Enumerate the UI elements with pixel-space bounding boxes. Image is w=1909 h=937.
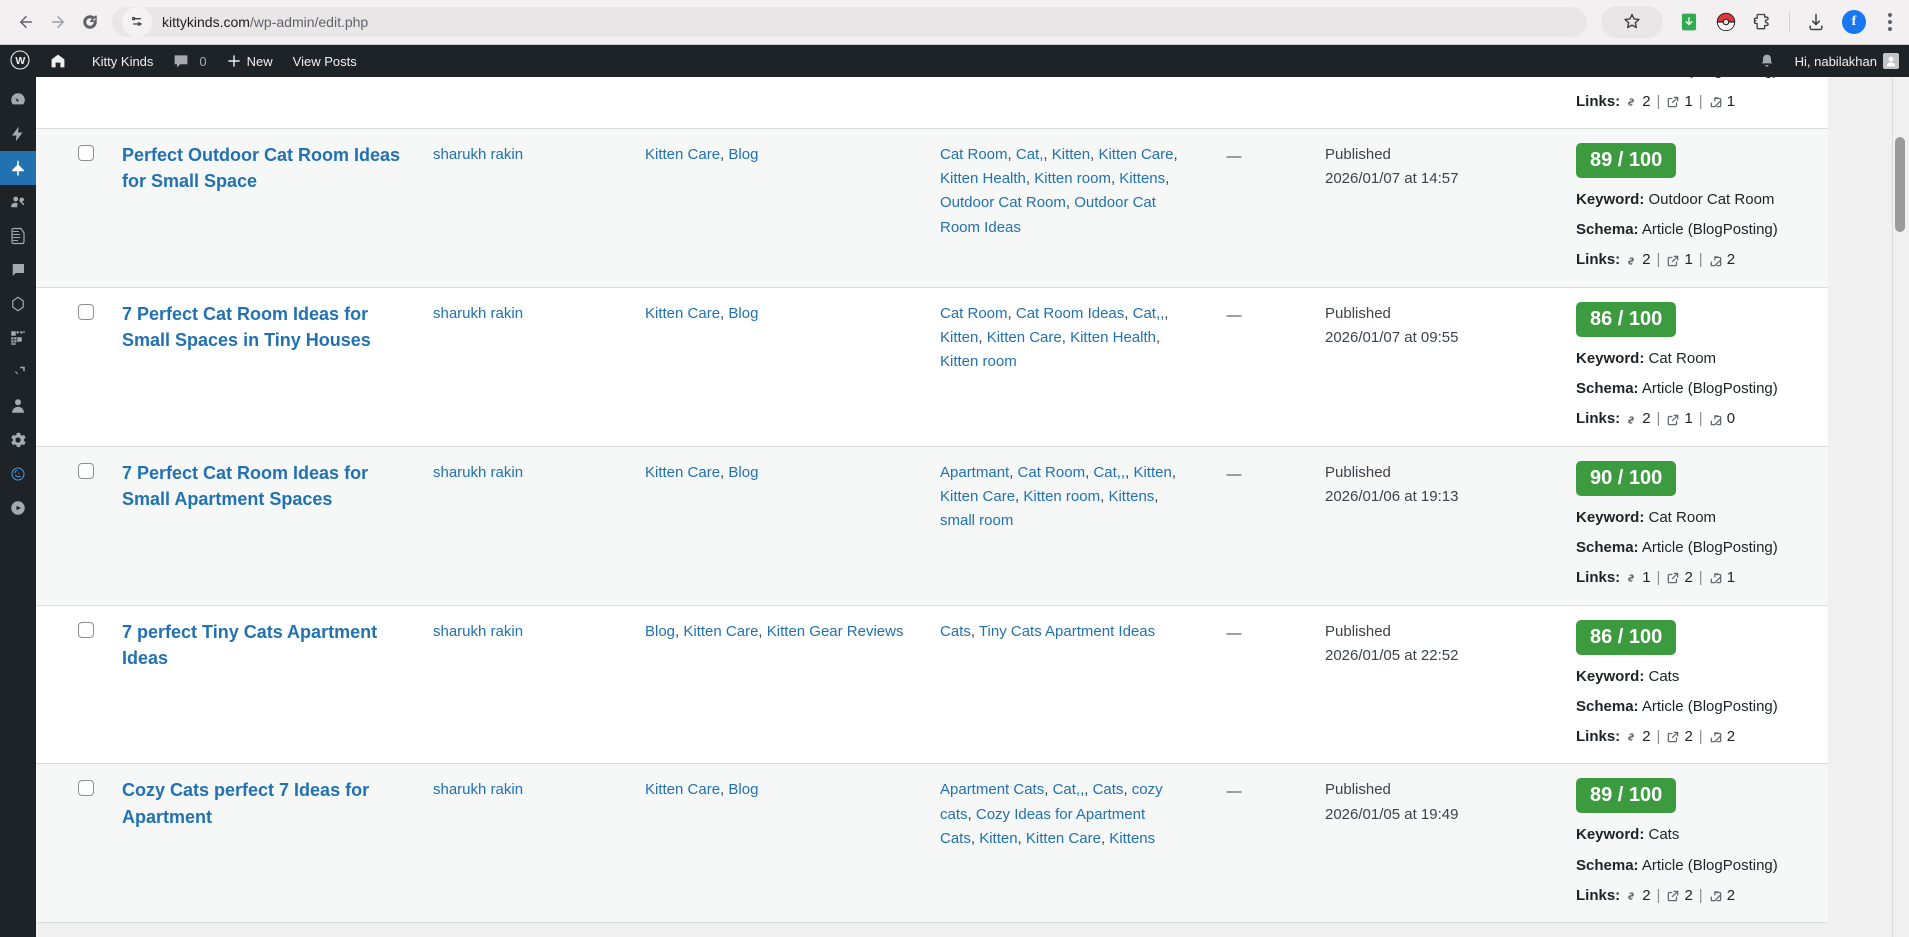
svg-text:W: W xyxy=(15,54,25,66)
